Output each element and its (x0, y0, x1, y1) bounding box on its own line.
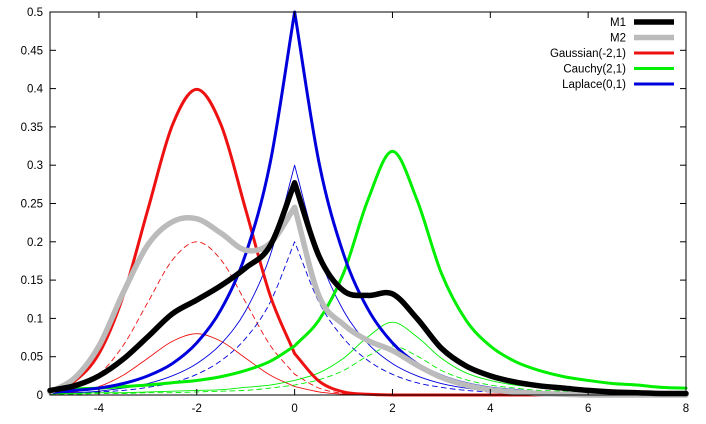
y-tick-label: 0.3 (27, 160, 43, 172)
y-tick-label: 0 (37, 390, 43, 402)
component-line-1 (49, 241, 687, 396)
legend-label: M2 (610, 33, 626, 45)
x-tick-label: 8 (683, 403, 689, 415)
y-tick-label: 0.45 (21, 45, 43, 57)
x-tick-label: 6 (585, 403, 591, 415)
y-tick-label: 0.35 (21, 122, 43, 134)
y-tick-label: 0.4 (27, 84, 44, 96)
legend-label: Laplace(0,1) (562, 79, 626, 91)
component-line-3 (49, 241, 687, 396)
series-line-m2 (47, 204, 689, 398)
y-tick-label: 0.2 (27, 237, 43, 249)
y-tick-label: 0.5 (27, 7, 43, 19)
x-tick-label: -4 (94, 403, 105, 415)
component-line-5 (49, 345, 687, 395)
x-tick-label: 0 (291, 403, 297, 415)
legend: M1 M2 Gaussian(-2,1) Cauchy(2,1) Laplace(0,1… (550, 17, 674, 91)
series-line-cauchy-2-1 (48, 149, 688, 392)
legend-label: M1 (610, 17, 626, 29)
component-line-6 (49, 321, 687, 394)
legend-label: Cauchy(2,1) (563, 64, 626, 76)
y-tick-label: 0.25 (21, 199, 43, 211)
x-tick-label: -2 (192, 403, 202, 415)
axis-ticks: -4 -2 0 2 4 6 8 0 0.05 0.1 0.15 0.2 0.25 0.3 0.35 0.4 0.… (21, 7, 690, 415)
y-tick-label: 0.1 (27, 313, 43, 325)
legend-item-gaussian-2-1: Gaussian(-2,1) (550, 48, 674, 60)
series-line-m1 (47, 180, 689, 397)
legend-item-laplace-0-1: Laplace(0,1) (562, 79, 674, 91)
legend-item-cauchy-2-1: Cauchy(2,1) (563, 64, 674, 76)
legend-item-m2: M2 (610, 33, 674, 45)
series-line-gaussian-2-1 (48, 87, 688, 397)
x-tick-label: 2 (389, 403, 395, 415)
legend-item-m1: M1 (610, 17, 674, 29)
x-tick-label: 4 (487, 403, 494, 415)
y-tick-label: 0.05 (21, 352, 43, 364)
y-tick-label: 0.15 (21, 275, 43, 287)
legend-label: Gaussian(-2,1) (550, 48, 626, 60)
